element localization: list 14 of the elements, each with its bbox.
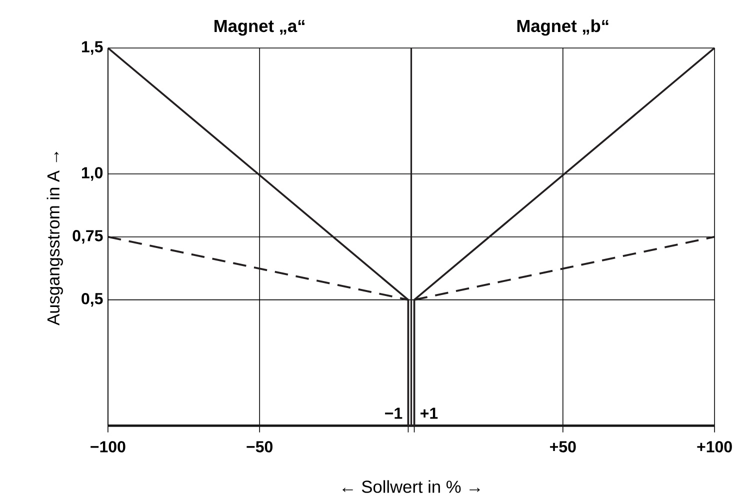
x-tick-label: +50 [550,441,576,453]
y-tick-label: 0,5 [82,293,103,307]
y-tick-label: 1,5 [82,41,103,55]
text: Magnet „a“ [214,20,304,36]
annotation: −1 [385,408,402,419]
text: Magnet „b“ [517,20,608,36]
annotation: +1 [420,408,438,419]
y-axis-title: Ausgangsstrom in A → [46,152,63,326]
x-tick-label: +100 [697,441,732,453]
x-axis-title: ← Sollwert in % → [342,480,480,494]
y-tick-label: 0,75 [72,230,103,244]
x-tick-label: −100 [90,441,126,453]
y-tick-label: 1,0 [82,167,103,181]
x-tick-label: −50 [246,441,272,453]
